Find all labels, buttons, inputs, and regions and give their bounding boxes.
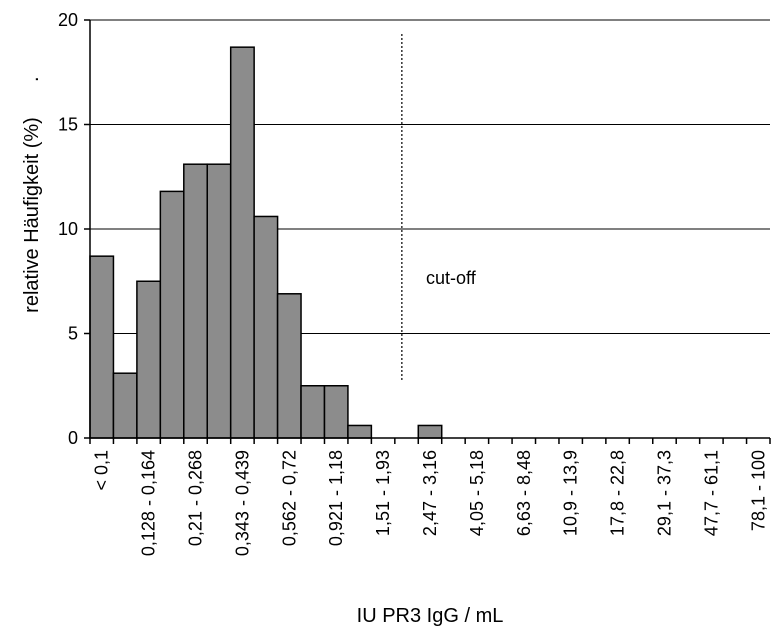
x-tick-label: 1,51 - 1,93 [373, 450, 393, 536]
axes [84, 19, 771, 444]
bar [89, 255, 115, 439]
x-tick-label: 10,9 - 13,9 [561, 450, 581, 536]
bar [159, 190, 185, 439]
x-tick-label: 29,1 - 37,3 [654, 450, 674, 536]
x-axis-label: IU PR3 IgG / mL [357, 605, 504, 627]
bar [229, 46, 255, 439]
bar [347, 424, 373, 439]
bar [417, 424, 443, 439]
bars [89, 46, 443, 439]
bar [112, 372, 138, 439]
bar [300, 385, 326, 439]
x-tick-label: 78,1 - 100 [748, 450, 768, 531]
x-tick-label: 2,47 - 3,16 [420, 450, 440, 536]
y-axis-label: relative Häufigkeit (%) [21, 117, 43, 313]
bar [323, 385, 349, 439]
y-tick-label: 10 [58, 219, 78, 239]
bar [206, 163, 232, 439]
x-tick-label: 47,7 - 61,1 [701, 450, 721, 536]
y-axis-label-suffix: . [21, 76, 43, 82]
x-tick-label: 0,921 - 1,18 [326, 450, 346, 546]
x-tick-label: < 0,1 [92, 450, 112, 491]
y-tick-labels: 0 5 10 15 20 [58, 10, 78, 448]
y-tick-label: 0 [68, 428, 78, 448]
x-tick-label: 0,562 - 0,72 [279, 450, 299, 546]
x-tick-label: 4,05 - 5,18 [467, 450, 487, 536]
x-tick-labels: < 0,1 0,128 - 0,164 0,21 - 0,268 0,343 - 0,… [92, 450, 769, 556]
y-tick-label: 5 [68, 324, 78, 344]
cutoff-label: cut-off [426, 268, 477, 288]
bar [183, 163, 208, 439]
x-tick-label: 17,8 - 22,8 [608, 450, 628, 536]
bar [253, 215, 279, 439]
x-tick-label: 0,21 - 0,268 [186, 450, 206, 546]
bar [276, 293, 302, 439]
y-tick-label: 15 [58, 115, 78, 135]
x-tick-label: 0,128 - 0,164 [139, 450, 159, 556]
x-tick-label: 6,63 - 8,48 [514, 450, 534, 536]
y-tick-label: 20 [58, 10, 78, 30]
bar [136, 280, 162, 439]
x-tick-label: 0,343 - 0,439 [232, 450, 252, 556]
